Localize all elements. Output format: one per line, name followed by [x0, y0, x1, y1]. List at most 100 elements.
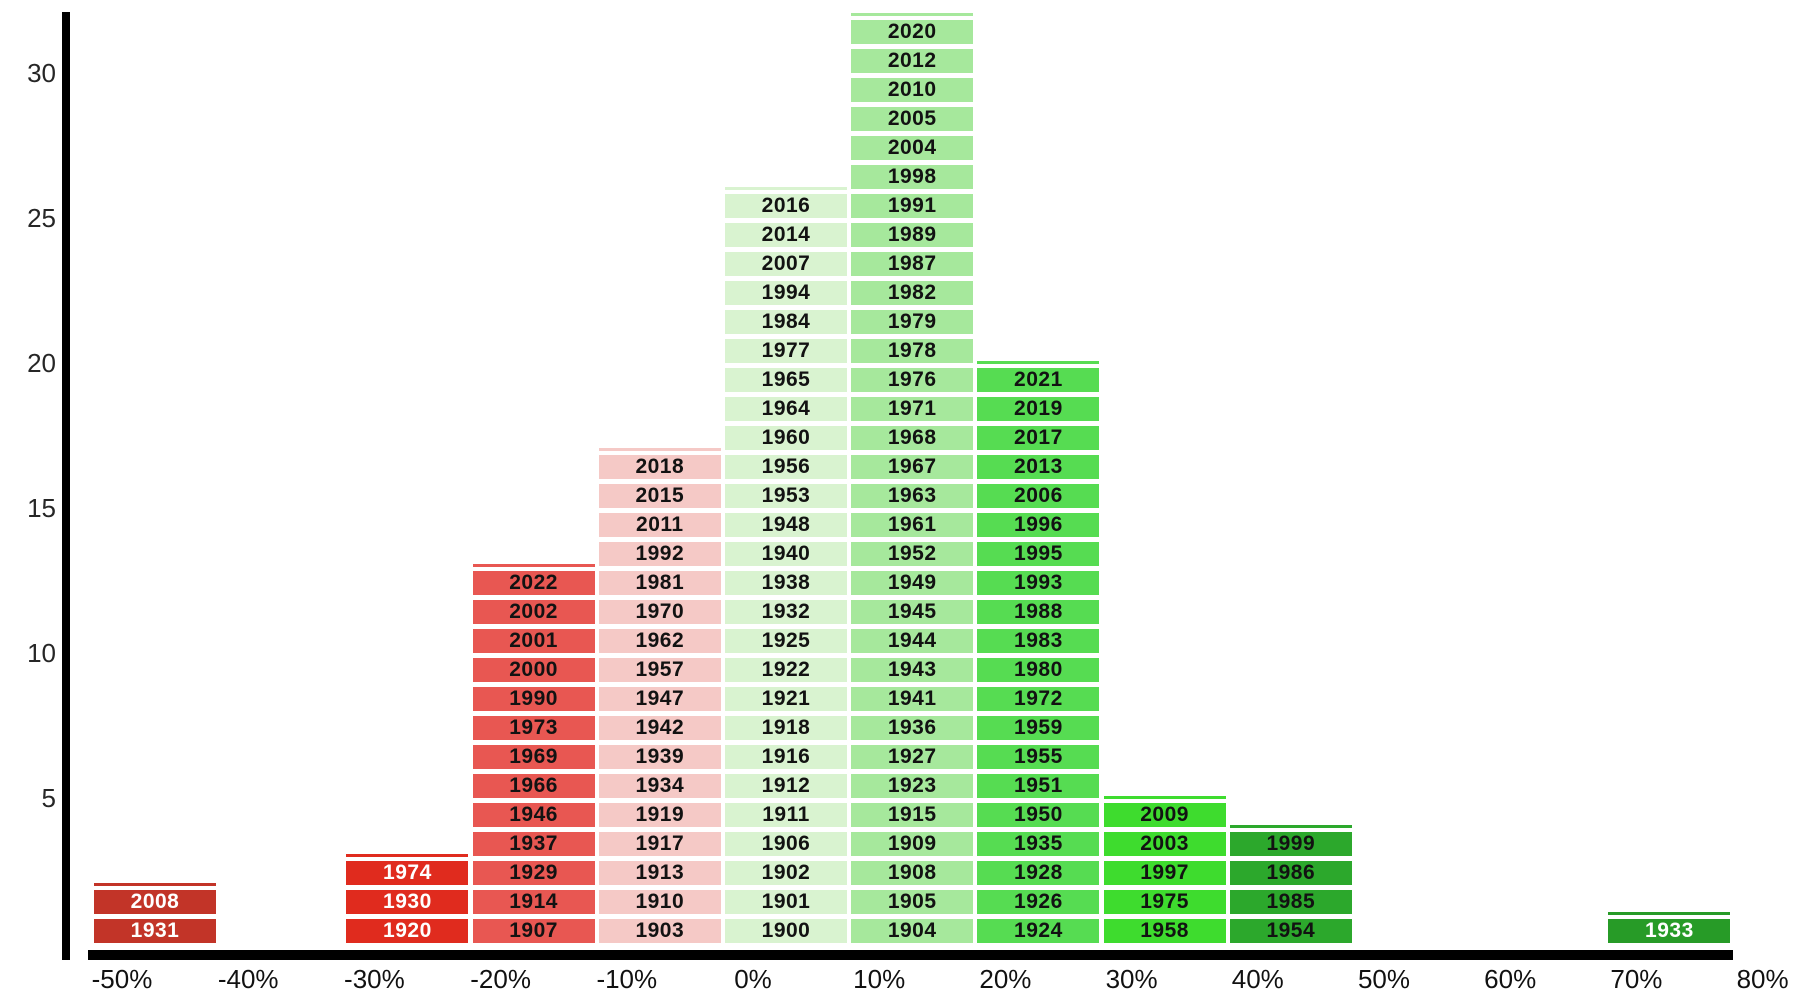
year-bar: 2020: [851, 19, 974, 44]
year-bar: 1952: [851, 541, 974, 566]
column-cap: [472, 563, 595, 567]
year-bar: 1977: [725, 338, 847, 363]
year-bar: 1900: [725, 918, 847, 943]
year-bar: 1903: [598, 918, 721, 943]
year-bar: 1991: [851, 193, 974, 218]
year-bar: 1918: [725, 715, 847, 740]
year-bar: 1934: [598, 773, 721, 798]
year-bar: 1940: [725, 541, 847, 566]
year-bar: 1941: [851, 686, 974, 711]
year-bar: 1919: [598, 802, 721, 827]
bin-column-10%: 2020 2012 2010 2005 2004 1998 1991 1989 1987 1982…: [851, 12, 974, 943]
year-bar: 1938: [725, 570, 847, 595]
year-bar: 1967: [851, 454, 974, 479]
year-bar: 1997: [1103, 860, 1226, 885]
x-tick-label: 60%: [1484, 964, 1537, 994]
year-bar: 2008: [94, 889, 216, 914]
year-bar: 1983: [977, 628, 1100, 653]
year-bar: 1947: [598, 686, 721, 711]
year-bar: 1953: [725, 483, 847, 508]
year-bar: 1943: [851, 657, 974, 682]
year-bar: 1984: [725, 309, 847, 334]
year-bar: 1989: [851, 222, 974, 247]
year-bar: 1909: [851, 831, 974, 856]
year-bar: 1969: [472, 744, 595, 769]
x-tick-label: -20%: [470, 964, 531, 994]
year-bar: 1962: [598, 628, 721, 653]
year-bar: 2009: [1103, 802, 1226, 827]
year-bar: 1912: [725, 773, 847, 798]
year-bar: 1971: [851, 396, 974, 421]
year-bar: 1946: [472, 802, 595, 827]
x-tick-label: 70%: [1610, 964, 1663, 994]
year-bar: 1927: [851, 744, 974, 769]
year-bar: 2015: [598, 483, 721, 508]
year-bar: 1913: [598, 860, 721, 885]
column-cap: [977, 360, 1100, 364]
year-bar: 1901: [725, 889, 847, 914]
year-bar: 2004: [851, 135, 974, 160]
year-bar: 1960: [725, 425, 847, 450]
x-tick-label: -40%: [217, 964, 279, 994]
year-bar: 2012: [851, 48, 974, 73]
x-axis-line: [88, 950, 1733, 960]
x-tick-label: 80%: [1736, 964, 1789, 994]
year-bar: 1972: [977, 686, 1100, 711]
x-tick-label: -10%: [596, 964, 658, 994]
year-bar: 2018: [598, 454, 721, 479]
column-cap: [1103, 795, 1226, 799]
year-bar: 2013: [977, 454, 1100, 479]
year-bar: 1908: [851, 860, 974, 885]
year-bar: 2019: [977, 396, 1100, 421]
x-tick-label: 40%: [1231, 964, 1284, 994]
x-tick-label: -30%: [344, 964, 405, 994]
year-bar: 2002: [472, 599, 595, 624]
year-bar: 1928: [977, 860, 1100, 885]
year-bar: 1925: [725, 628, 847, 653]
year-bar: 1957: [598, 657, 721, 682]
y-tick-label: 15: [27, 493, 56, 523]
year-bar: 1924: [977, 918, 1100, 943]
bin-column--10%: 2018 2015 2011 1992 1981 1970 1962 1957 1947 1942…: [598, 447, 721, 943]
column-cap: [1608, 911, 1731, 915]
year-bar: 2021: [977, 367, 1100, 392]
year-bar: 1986: [1229, 860, 1352, 885]
column-cap: [346, 853, 469, 857]
year-bar: 1937: [472, 831, 595, 856]
year-bar: 1955: [977, 744, 1100, 769]
year-bar: 1990: [472, 686, 595, 711]
bin-column--20%: 2022 2002 2001 2000 1990 1973 1969 1966 1946 1937…: [472, 563, 595, 943]
year-bar: 2011: [598, 512, 721, 537]
year-bar: 2007: [725, 251, 847, 276]
year-bar: 1963: [851, 483, 974, 508]
x-tick-label: -50%: [91, 964, 153, 994]
x-tick-label: 20%: [979, 964, 1032, 994]
year-bar: 1979: [851, 309, 974, 334]
year-bar: 1961: [851, 512, 974, 537]
x-tick-label: 50%: [1357, 964, 1411, 994]
year-bar: 1995: [977, 541, 1100, 566]
year-bar: 1975: [1103, 889, 1226, 914]
year-bar: 1902: [725, 860, 847, 885]
year-bar: 1929: [472, 860, 595, 885]
year-bar: 1988: [977, 599, 1100, 624]
year-bar: 1954: [1229, 918, 1352, 943]
x-tick-label: 0%: [734, 964, 772, 994]
year-bar: 1981: [598, 570, 721, 595]
year-bar: 1994: [725, 280, 847, 305]
year-bar: 1922: [725, 657, 847, 682]
year-bar: 2016: [725, 193, 847, 218]
y-tick-label: 10: [27, 638, 56, 668]
year-bar: 1993: [977, 570, 1100, 595]
y-tick-label: 25: [27, 203, 56, 233]
bin-column-30%: 2009 2003 1997 1975 1958: [1103, 795, 1226, 943]
year-bar: 1970: [598, 599, 721, 624]
year-bar: 1944: [851, 628, 974, 653]
year-bar: 1923: [851, 773, 974, 798]
year-bar: 1992: [598, 541, 721, 566]
year-bar: 1985: [1229, 889, 1352, 914]
year-bar: 2001: [472, 628, 595, 653]
year-bar: 2003: [1103, 831, 1226, 856]
year-bar: 1920: [346, 918, 469, 943]
